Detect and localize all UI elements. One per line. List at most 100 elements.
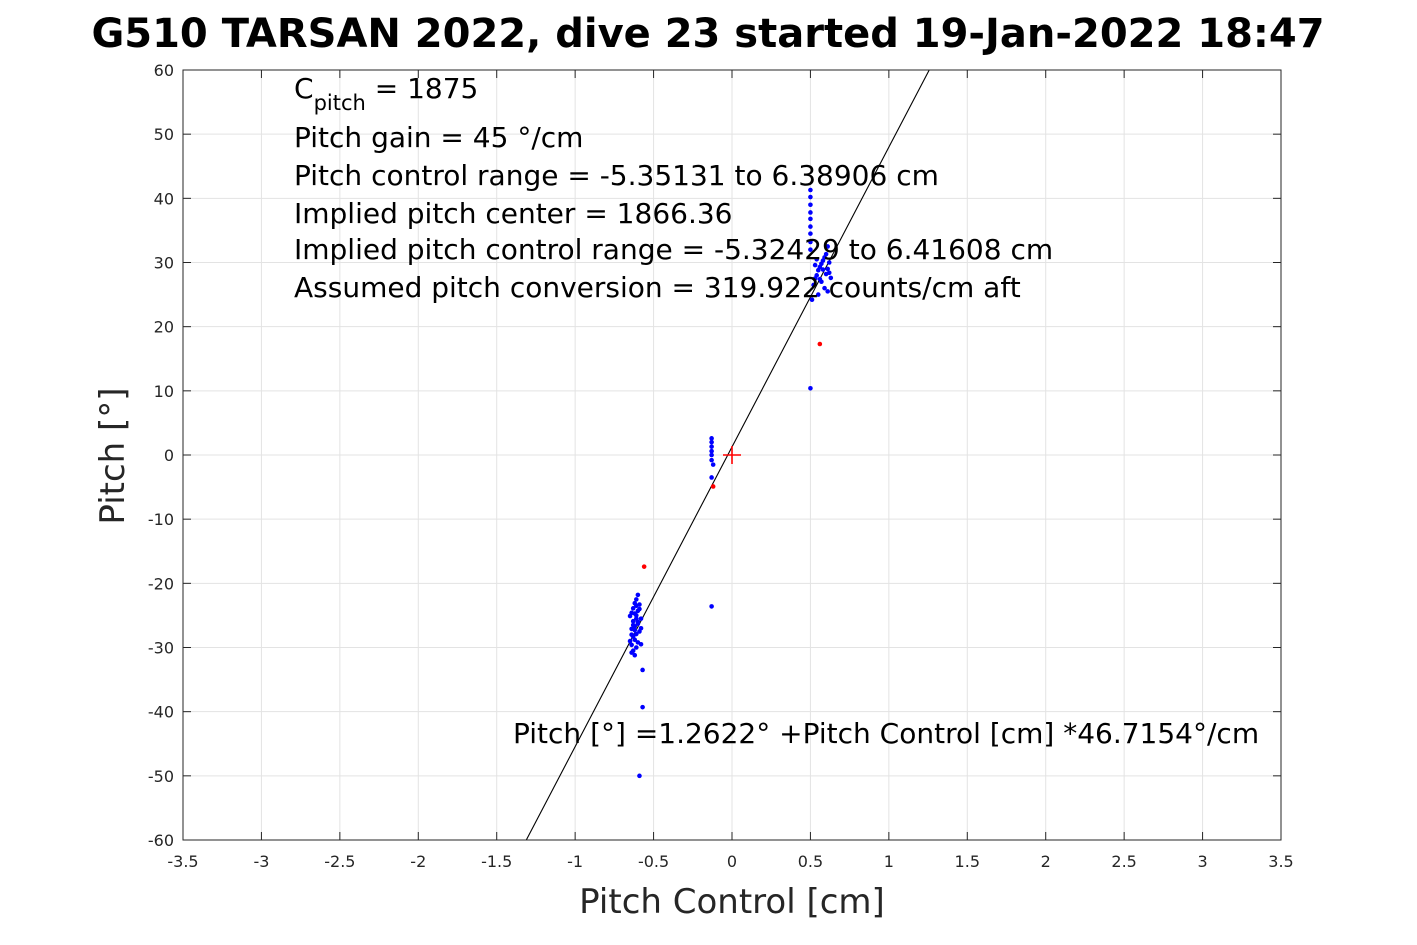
data-point bbox=[629, 642, 634, 648]
y-tick-label: -30 bbox=[148, 639, 174, 658]
data-point bbox=[629, 632, 634, 637]
data-point bbox=[823, 251, 829, 257]
y-tick-label: 50 bbox=[154, 125, 174, 144]
data-point bbox=[635, 592, 641, 598]
data-point bbox=[823, 271, 829, 277]
data-point bbox=[629, 610, 634, 616]
data-point bbox=[808, 231, 813, 236]
y-tick-label: -20 bbox=[148, 574, 174, 593]
data-point bbox=[638, 616, 644, 621]
data-point bbox=[828, 275, 834, 281]
y-tick-label: -40 bbox=[148, 703, 174, 722]
data-point bbox=[822, 285, 827, 291]
data-point bbox=[640, 704, 645, 710]
axis-ticks: -3.5 -3 -2.5 -2 -1.5 -1 -0.5 0 0.5 1 1.5 2 2.5 3 3.5 -6… bbox=[148, 61, 1294, 871]
data-point bbox=[814, 256, 820, 262]
x-tick-label: 1 bbox=[884, 852, 894, 871]
data-point bbox=[637, 773, 642, 779]
data-point bbox=[808, 224, 813, 229]
data-point bbox=[808, 202, 813, 208]
y-tick-label: 30 bbox=[154, 254, 174, 273]
data-point bbox=[808, 216, 813, 222]
data-point bbox=[826, 260, 832, 265]
y-tick-label: -60 bbox=[148, 831, 174, 850]
data-point bbox=[710, 462, 716, 467]
x-tick-label: -3.5 bbox=[167, 852, 198, 871]
scatter-points bbox=[627, 187, 834, 779]
data-point bbox=[634, 645, 639, 650]
data-point bbox=[709, 448, 714, 454]
data-point bbox=[634, 613, 639, 618]
conversion-line: Assumed pitch conversion = 319.922 count… bbox=[294, 271, 1021, 304]
data-point bbox=[815, 292, 821, 297]
data-point bbox=[632, 600, 638, 606]
data-point bbox=[709, 444, 714, 449]
data-point bbox=[817, 276, 823, 282]
data-point bbox=[638, 641, 644, 647]
data-point bbox=[710, 484, 716, 489]
data-point bbox=[630, 618, 636, 624]
x-tick-label: 2.5 bbox=[1111, 852, 1136, 871]
data-point bbox=[635, 619, 641, 625]
data-point bbox=[637, 606, 642, 612]
x-tick-label: 2 bbox=[1041, 852, 1051, 871]
data-point bbox=[630, 606, 636, 611]
cpitch-subscript: pitch bbox=[314, 91, 366, 115]
chart-title: G510 TARSAN 2022, dive 23 started 19-Jan… bbox=[91, 11, 1324, 57]
data-point bbox=[627, 638, 633, 644]
pitch-center-line: Implied pitch center = 1866.36 bbox=[294, 197, 732, 230]
data-point bbox=[808, 247, 813, 252]
data-point bbox=[709, 452, 714, 458]
x-tick-label: -0.5 bbox=[638, 852, 669, 871]
x-tick-label: -2 bbox=[410, 852, 426, 871]
x-axis-label: Pitch Control [cm] bbox=[579, 882, 885, 922]
data-point bbox=[808, 239, 813, 245]
data-point bbox=[811, 282, 816, 288]
fit-equation-label: Pitch [°] =1.2622° +Pitch Control [cm] *… bbox=[513, 717, 1259, 750]
data-point bbox=[825, 244, 830, 249]
x-tick-label: 3.5 bbox=[1268, 852, 1293, 871]
x-tick-label: -3 bbox=[253, 852, 269, 871]
data-point bbox=[638, 625, 644, 631]
data-point bbox=[809, 297, 815, 303]
data-point bbox=[808, 187, 813, 193]
x-tick-label: 0.5 bbox=[798, 852, 823, 871]
data-point bbox=[641, 564, 647, 569]
pitch-gain-line: Pitch gain = 45 °/cm bbox=[294, 121, 583, 154]
pitch-range-line: Pitch control range = -5.35131 to 6.3890… bbox=[294, 159, 939, 192]
data-point bbox=[630, 622, 636, 628]
y-tick-label: -50 bbox=[148, 767, 174, 786]
data-point bbox=[634, 597, 639, 602]
center-marker-layer bbox=[723, 446, 741, 464]
data-point bbox=[825, 266, 830, 272]
y-tick-label: 10 bbox=[154, 382, 174, 401]
data-point bbox=[632, 627, 638, 633]
cpitch-line: Cpitch = 1875 bbox=[294, 72, 478, 115]
y-tick-label: 40 bbox=[154, 189, 174, 208]
data-point bbox=[709, 475, 714, 480]
data-point bbox=[808, 194, 813, 200]
data-point bbox=[812, 262, 818, 268]
x-tick-label: 3 bbox=[1197, 852, 1207, 871]
data-point bbox=[820, 267, 826, 272]
x-tick-label: 1.5 bbox=[955, 852, 980, 871]
x-tick-label: 0 bbox=[727, 852, 737, 871]
x-tick-label: -1 bbox=[567, 852, 583, 871]
cpitch-value: = 1875 bbox=[366, 72, 479, 105]
x-tick-label: -1.5 bbox=[481, 852, 512, 871]
data-point bbox=[709, 457, 714, 463]
data-point bbox=[709, 436, 714, 441]
data-point bbox=[637, 602, 642, 607]
grid-lines bbox=[182, 69, 1282, 841]
data-point bbox=[709, 439, 714, 445]
x-tick-label: -2.5 bbox=[324, 852, 355, 871]
data-point bbox=[817, 341, 823, 347]
y-tick-label: 0 bbox=[164, 446, 174, 465]
data-point bbox=[808, 385, 813, 391]
y-tick-label: -10 bbox=[148, 510, 174, 529]
data-point bbox=[629, 650, 634, 655]
data-point bbox=[814, 273, 820, 278]
data-point bbox=[825, 289, 830, 294]
y-tick-label: 20 bbox=[154, 318, 174, 337]
